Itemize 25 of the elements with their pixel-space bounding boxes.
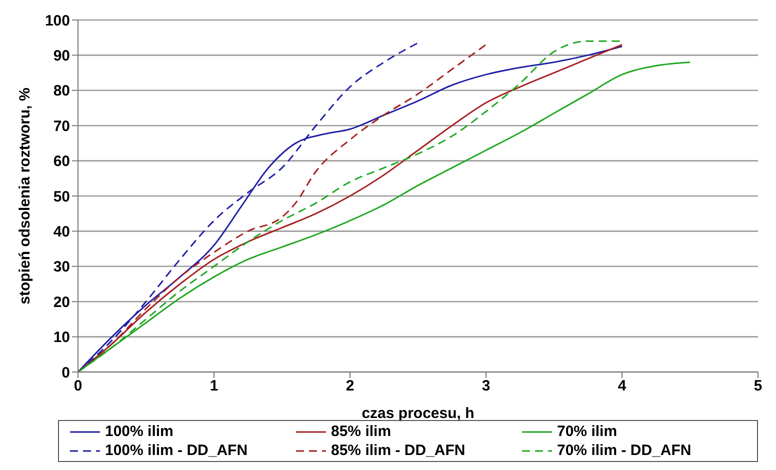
y-axis-title: stopień odsolenia roztworu, % bbox=[16, 88, 34, 304]
y-tick-label: 50 bbox=[53, 188, 70, 206]
y-tick-label: 10 bbox=[53, 329, 70, 346]
legend-label: 85% ilim - DD_AFN bbox=[331, 442, 466, 459]
x-tick-label: 5 bbox=[754, 378, 762, 395]
x-axis-title: czas procesu, h bbox=[362, 405, 474, 422]
y-tick-label: 60 bbox=[53, 153, 70, 170]
legend-label: 70% ilim bbox=[557, 423, 618, 440]
legend-label: 100% ilim - DD_AFN bbox=[105, 442, 248, 459]
y-tick-label: 0 bbox=[62, 364, 70, 382]
legend-label: 100% ilim bbox=[105, 423, 174, 440]
y-tick-label: 20 bbox=[53, 294, 70, 311]
y-tick-label: 100 bbox=[44, 12, 70, 30]
y-tick-label: 70 bbox=[53, 118, 70, 135]
legend-label: 70% ilim - DD_AFN bbox=[557, 442, 692, 459]
x-tick-label: 4 bbox=[618, 378, 627, 395]
y-tick-label: 30 bbox=[53, 258, 70, 276]
y-tick-label: 90 bbox=[53, 48, 70, 65]
y-tick-label: 40 bbox=[53, 224, 70, 241]
legend-label: 85% ilim bbox=[331, 423, 392, 440]
x-tick-label: 3 bbox=[482, 378, 490, 395]
x-tick-label: 1 bbox=[210, 378, 218, 395]
x-tick-label: 2 bbox=[346, 378, 354, 395]
y-tick-label: 80 bbox=[53, 82, 70, 100]
x-tick-label: 0 bbox=[74, 378, 82, 395]
